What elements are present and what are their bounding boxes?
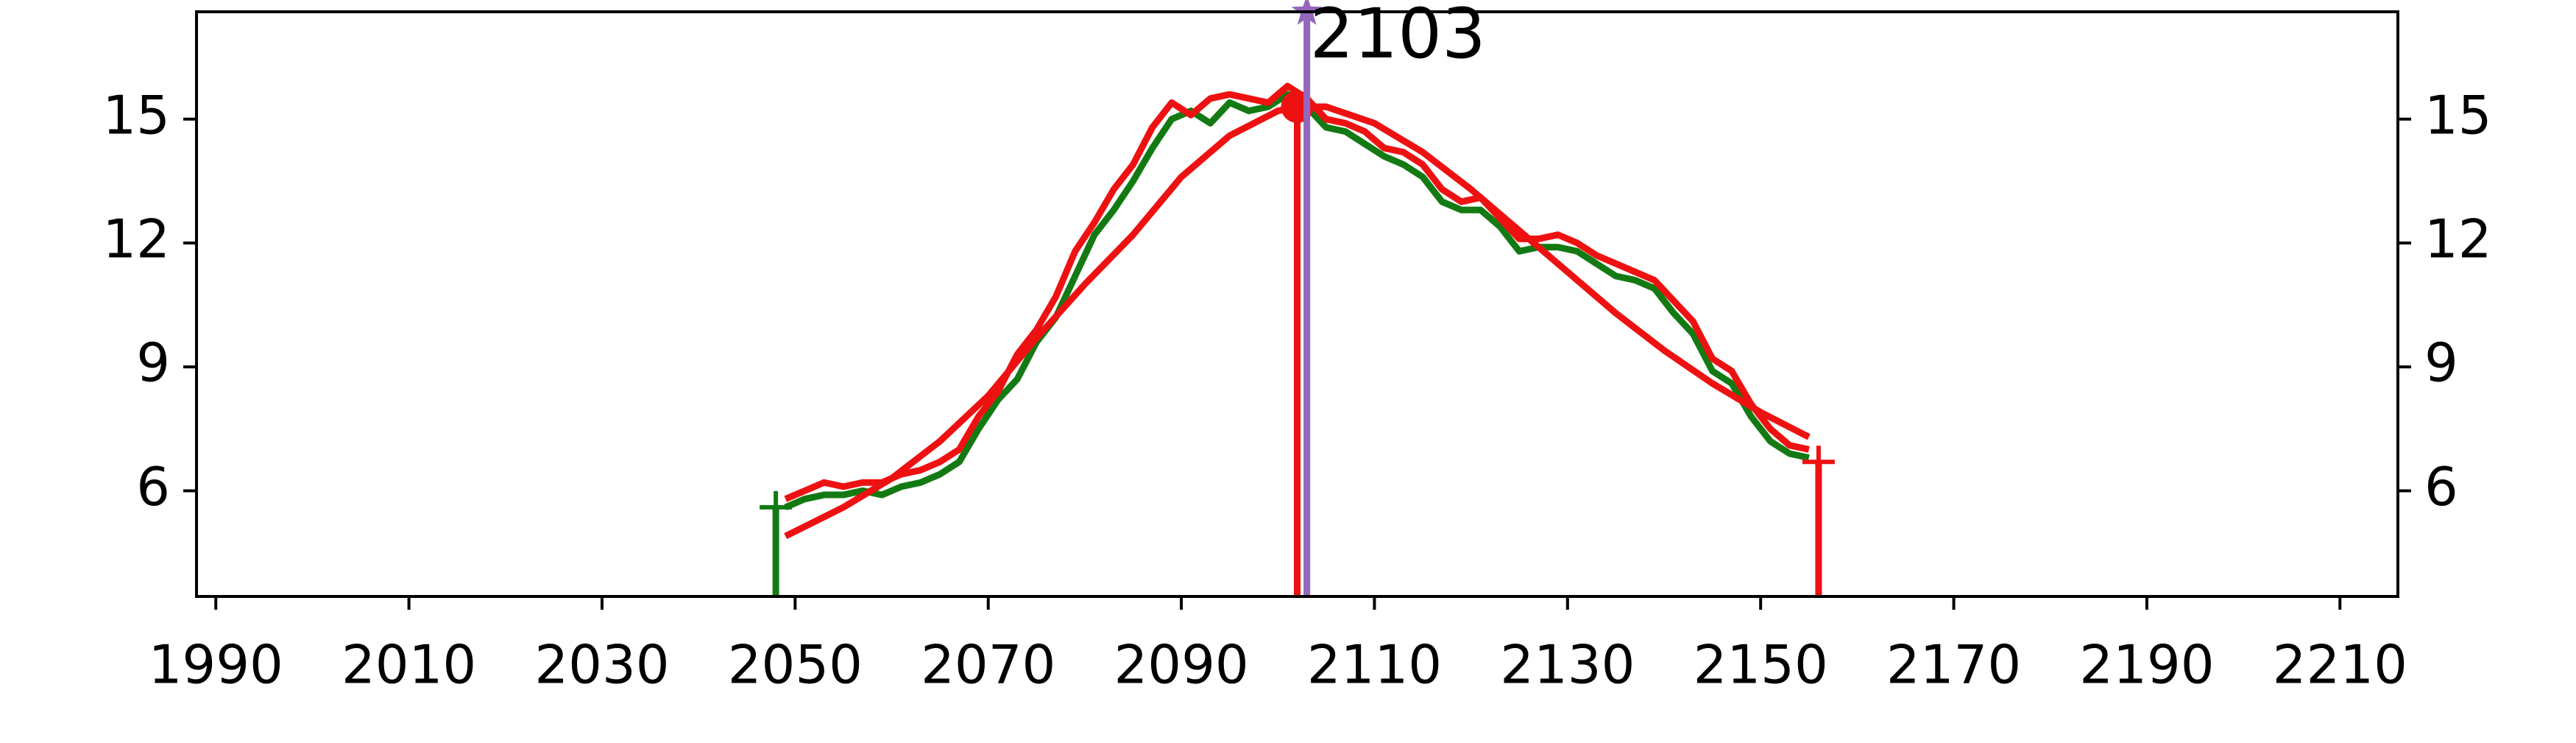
plus-marker bbox=[1802, 446, 1835, 479]
y-tick-label: 9 bbox=[136, 332, 170, 394]
x-tick-label: 2110 bbox=[1307, 634, 1442, 696]
y2-tick-label: 15 bbox=[2424, 84, 2492, 146]
y-tick-label: 15 bbox=[102, 84, 170, 146]
x-tick-label: 2210 bbox=[2273, 634, 2407, 696]
y2-tick-label: 6 bbox=[2424, 456, 2458, 518]
y-tick-label: 12 bbox=[102, 208, 170, 270]
x-tick-label: 2190 bbox=[2079, 634, 2214, 696]
x-tick-label: 2050 bbox=[728, 634, 863, 696]
x-tick-label: 2170 bbox=[1886, 634, 2021, 696]
y2-tick-label: 9 bbox=[2424, 332, 2458, 394]
x-tick-label: 2010 bbox=[342, 634, 476, 696]
plot-frame bbox=[195, 10, 2399, 598]
x-tick-label: 2070 bbox=[921, 634, 1055, 696]
y-tick-label: 6 bbox=[136, 456, 170, 518]
x-tick-label: 2030 bbox=[534, 634, 669, 696]
plus-marker bbox=[760, 490, 793, 524]
x-tick-label: 2130 bbox=[1500, 634, 1635, 696]
x-tick-label: 1990 bbox=[149, 634, 283, 696]
y2-tick-label: 12 bbox=[2424, 208, 2492, 270]
x-tick-label: 2150 bbox=[1694, 634, 1828, 696]
x-tick-label: 2090 bbox=[1114, 634, 1248, 696]
